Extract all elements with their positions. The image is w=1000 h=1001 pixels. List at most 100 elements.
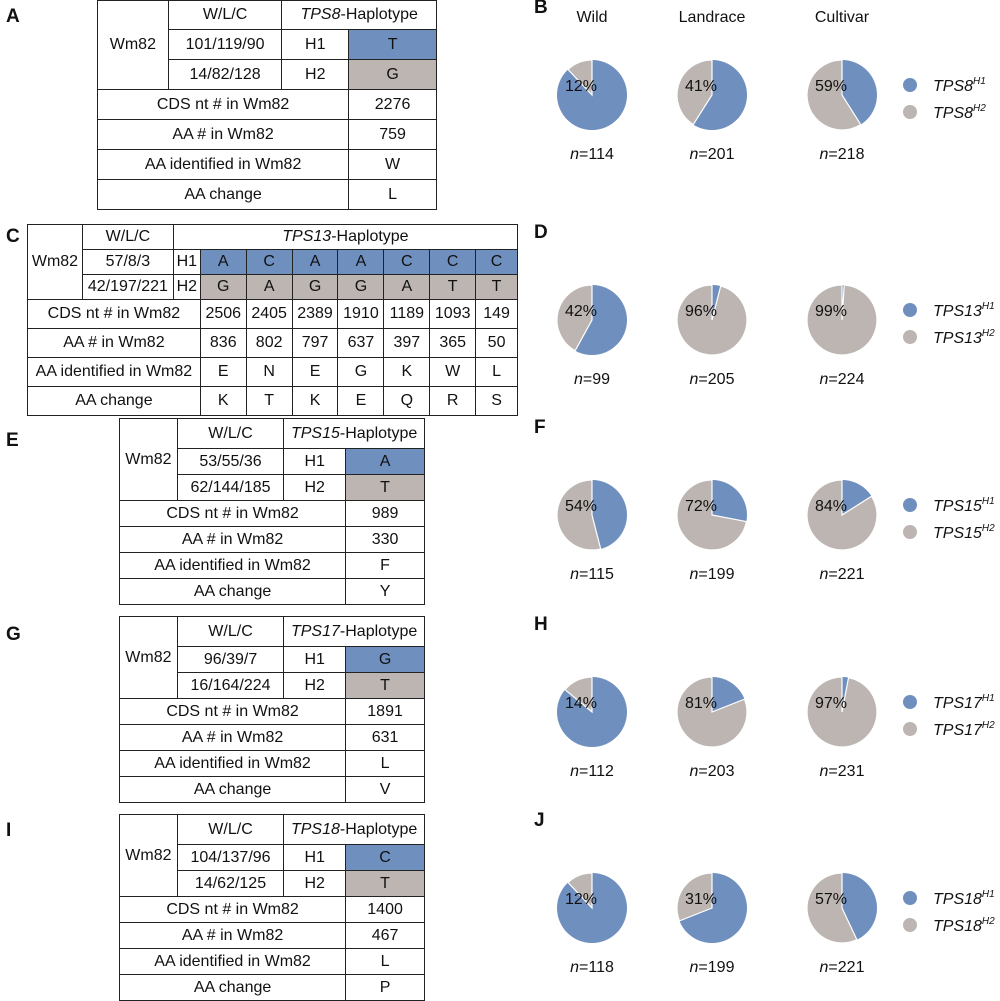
legend-swatch-h1	[903, 303, 917, 317]
row-value: 759	[348, 119, 437, 150]
wm82-label: Wm82	[119, 814, 178, 897]
legend-swatch-h1	[903, 891, 917, 905]
legend-swatch-h1	[903, 498, 917, 512]
pie-slice-h2	[806, 872, 858, 944]
legend-label-h1: TPS18H1	[933, 889, 995, 908]
gene-name: TPS17	[290, 622, 340, 640]
pie-slice-h2	[676, 59, 713, 126]
h2-counts: 42/197/221	[81, 274, 174, 300]
h2-allele: G	[291, 274, 339, 300]
h1-counts: 96/39/7	[176, 646, 285, 673]
row-value: 397	[383, 328, 431, 358]
row-value: L	[345, 750, 425, 777]
pie-n-label: n=112	[570, 763, 614, 780]
pie-percent-label: 84%	[815, 498, 847, 515]
legend-label-h2: TPS13H2	[933, 328, 995, 347]
row-value: 2276	[348, 89, 437, 120]
h2-allele: G	[348, 59, 437, 90]
row-value: 1910	[337, 299, 385, 329]
h1-counts: 101/119/90	[167, 29, 283, 60]
row-value: 802	[245, 328, 293, 358]
row-label: CDS nt # in Wm82	[96, 89, 350, 120]
h2-allele: T	[345, 474, 425, 501]
wlc-header: W/L/C	[176, 616, 285, 647]
wlc-header: W/L/C	[176, 418, 285, 449]
h2-allele: T	[345, 870, 425, 897]
h2-allele: T	[345, 672, 425, 699]
row-value: Y	[345, 578, 425, 605]
haplotype-suffix: -Haplotype	[340, 6, 418, 23]
wm82-label: Wm82	[97, 0, 169, 90]
row-label: AA change	[96, 179, 350, 210]
table-tps18: Wm82 W/L/C TPS18-Haplotype 104/137/96 H1…	[118, 814, 425, 1001]
h2-counts: 14/62/125	[176, 870, 285, 897]
pie-slice-h2	[676, 479, 748, 551]
pie-n-label: n=114	[570, 146, 614, 163]
h1-allele: A	[337, 249, 385, 275]
legend-label-h2: TPS17H2	[933, 720, 995, 739]
h1-label: H1	[172, 249, 201, 275]
row-value: 836	[199, 328, 247, 358]
h1-allele: C	[345, 844, 425, 871]
haplotype-header: TPS18-Haplotype	[283, 814, 425, 845]
legend-label-h1: TPS15H1	[933, 496, 995, 515]
legend-swatch-h2	[903, 330, 917, 344]
legend-label-h1: TPS17H1	[933, 693, 995, 712]
pie-n-label: n=218	[820, 146, 865, 163]
pie-n-label: n=231	[820, 763, 865, 780]
pie-percent-label: 12%	[565, 78, 597, 95]
row-value: 631	[345, 724, 425, 751]
haplotype-suffix: -Haplotype	[339, 622, 418, 640]
haplotype-suffix: -Haplotype	[339, 424, 418, 442]
pie-n-label: n=118	[570, 959, 614, 976]
panel-letter-i: I	[6, 820, 12, 841]
pie-percent-label: 72%	[685, 498, 717, 515]
pie-percent-label: 99%	[815, 303, 847, 320]
table-tps15: Wm82 W/L/C TPS15-Haplotype 53/55/36 H1 A…	[118, 418, 425, 605]
pie-n-label: n=201	[690, 146, 735, 163]
pie-percent-label: 14%	[565, 695, 597, 712]
h1-allele: G	[345, 646, 425, 673]
pie-slice-h2	[567, 59, 593, 97]
table-tps13: Wm82 W/L/C TPS13-Haplotype 57/8/3 H1 A C…	[27, 224, 519, 416]
panel-letter-d: D	[534, 222, 548, 243]
row-value: Q	[383, 386, 431, 416]
row-value: E	[337, 386, 385, 416]
h1-allele: A	[291, 249, 339, 275]
row-label: AA # in Wm82	[118, 526, 347, 553]
pie-slice-h2	[556, 284, 593, 352]
pie-percent-label: 81%	[685, 695, 717, 712]
row-label: AA # in Wm82	[96, 119, 350, 150]
pie-n-label: n=203	[690, 763, 735, 780]
wlc-header: W/L/C	[176, 814, 285, 845]
row-value: 365	[429, 328, 477, 358]
row-value: R	[429, 386, 477, 416]
row-label: AA identified in Wm82	[118, 750, 347, 777]
h1-allele: A	[345, 448, 425, 475]
row-label: AA change	[27, 386, 201, 416]
row-value: K	[383, 357, 431, 387]
population-label: Cultivar	[815, 9, 870, 26]
legend-swatch-h2	[903, 722, 917, 736]
h1-counts: 57/8/3	[81, 249, 174, 275]
h1-counts: 104/137/96	[176, 844, 285, 871]
pie-slice-h2	[676, 872, 713, 922]
legend-swatch-h2	[903, 105, 917, 119]
panel-letter-f: F	[534, 417, 546, 438]
pie-slice-h2	[806, 59, 862, 131]
row-value: V	[345, 776, 425, 803]
legend-label-h2: TPS15H2	[933, 523, 995, 542]
legend-swatch-h1	[903, 78, 917, 92]
row-label: AA identified in Wm82	[27, 357, 201, 387]
pie-percent-label: 42%	[565, 303, 597, 320]
pie-percent-label: 54%	[565, 498, 597, 515]
haplotype-suffix: -Haplotype	[339, 820, 418, 838]
row-value: S	[475, 386, 518, 416]
h1-allele: T	[348, 29, 437, 60]
pie-n-label: n=221	[820, 959, 865, 976]
row-value: L	[348, 179, 437, 210]
row-label: CDS nt # in Wm82	[27, 299, 201, 329]
h2-label: H2	[172, 274, 201, 300]
h2-label: H2	[283, 474, 347, 501]
